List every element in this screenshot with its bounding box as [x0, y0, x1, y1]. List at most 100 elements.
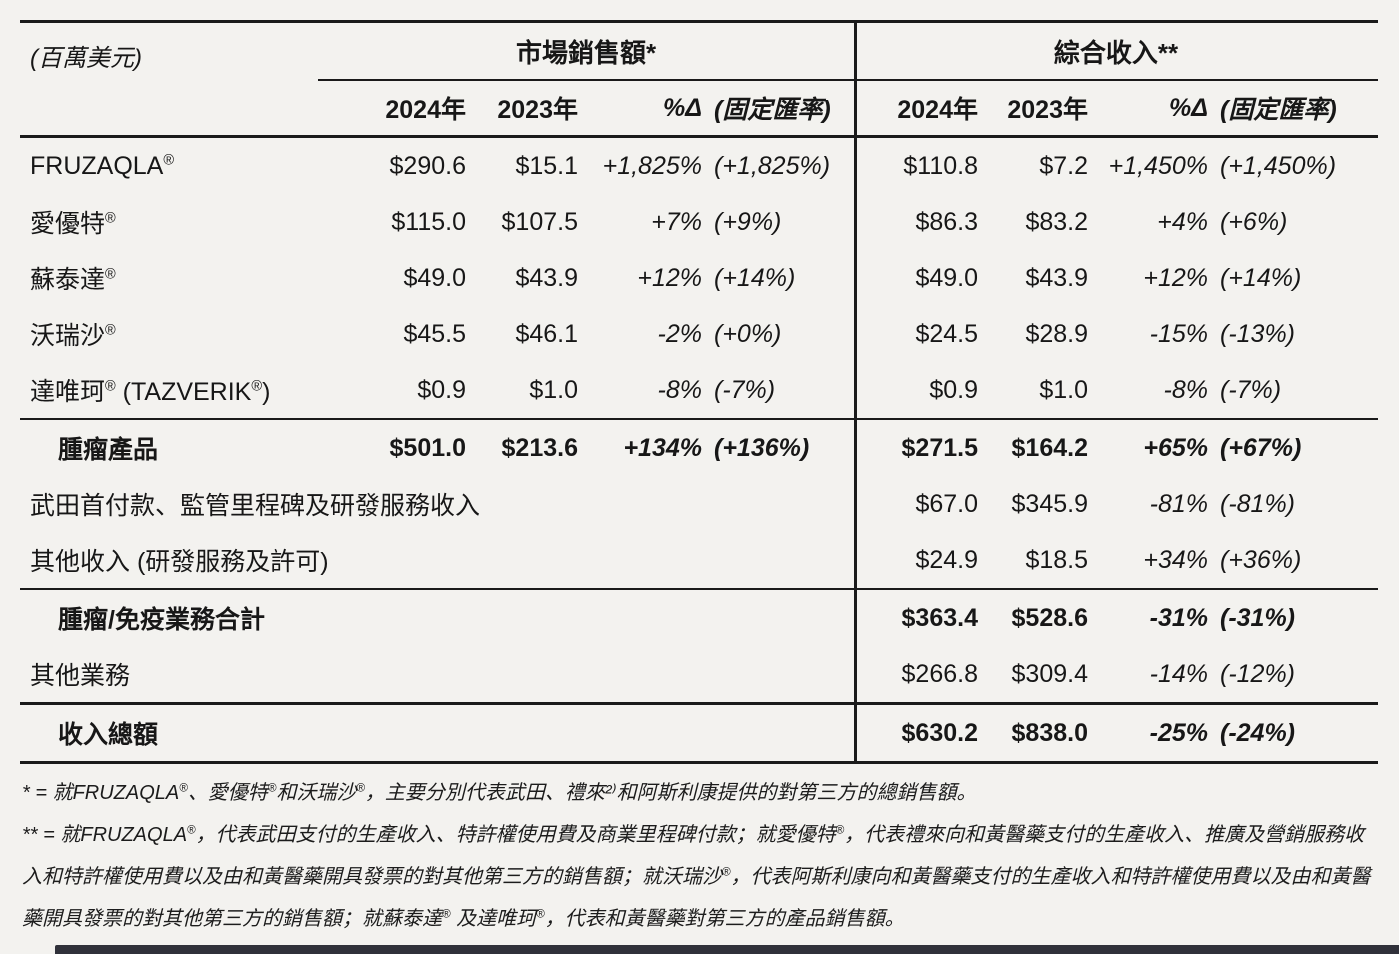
- market-sales-pct-change: [578, 618, 702, 619]
- market-sales-pct-change: +7%: [651, 207, 702, 236]
- row-total-revenue: 收入總額 $630.2 $838.0 -25% (-24%): [20, 702, 1378, 761]
- market-sales-2024: $49.0: [403, 263, 466, 292]
- consol-revenue-cer-change: (-31%): [1220, 603, 1296, 632]
- consol-revenue-2024: $266.8: [901, 659, 978, 688]
- market-sales-2024: [318, 674, 466, 675]
- product-label: FRUZAQLA®: [30, 151, 175, 180]
- row-oncology-immunology-total: 腫瘤/免疫業務合計 $363.4 $528.6 -31% (-31%): [20, 588, 1378, 646]
- bottom-edge-band: [55, 945, 1399, 954]
- col-header-consol-2024: 2024年: [897, 96, 978, 124]
- consol-revenue-2023: $309.4: [1011, 659, 1088, 688]
- footnote-market-sales: * = 就FRUZAQLA®、愛優特®和沃瑞沙®，主要分別代表武田、禮來²⁾和阿…: [22, 781, 977, 804]
- market-sales-pct-change: +1,825%: [602, 151, 702, 180]
- market-sales-2024: $0.9: [417, 375, 466, 404]
- consol-revenue-pct-change: -31%: [1149, 603, 1208, 632]
- consol-revenue-2023: $164.2: [1011, 433, 1088, 462]
- subtotal-label: 腫瘤/免疫業務合計: [58, 606, 265, 634]
- market-sales-pct-change: -2%: [657, 319, 702, 348]
- consol-revenue-2024: $363.4: [901, 603, 978, 632]
- consol-revenue-2023: $43.9: [1025, 263, 1088, 292]
- consol-revenue-cer-change: (+6%): [1220, 207, 1288, 236]
- col-header-market-2024: 2024年: [385, 96, 466, 124]
- market-sales-cer-change: (+9%): [714, 207, 782, 236]
- consol-revenue-2023: $838.0: [1011, 718, 1088, 747]
- product-label: 愛優特®: [30, 210, 116, 238]
- consol-revenue-2023: $1.0: [1039, 375, 1088, 404]
- market-sales-cer-change: (-7%): [714, 375, 776, 404]
- market-sales-2023: $213.6: [501, 433, 578, 462]
- market-sales-cer-change: [702, 504, 854, 505]
- col-header-consol-cer: (固定匯率): [1220, 96, 1337, 124]
- market-sales-pct-change: [578, 560, 702, 561]
- market-sales-cer-change: (+136%): [714, 433, 810, 462]
- row-other-ventures: 其他業務 $266.8 $309.4 -14% (-12%): [20, 646, 1378, 702]
- col-header-market-pct: %Δ: [662, 93, 702, 122]
- market-sales-2023: [466, 733, 578, 734]
- row-other-revenue: 其他收入 (研發服務及許可) $24.9 $18.5 +34% (+36%): [20, 532, 1378, 588]
- line-item-label: 其他業務: [30, 662, 131, 690]
- market-sales-2023: [466, 674, 578, 675]
- market-sales-2024: $290.6: [389, 151, 466, 180]
- row-fruzaqla: FRUZAQLA® $290.6 $15.1 +1,825% (+1,825%)…: [20, 138, 1378, 194]
- market-sales-2023: $1.0: [529, 375, 578, 404]
- market-sales-2024: [318, 618, 466, 619]
- market-sales-2023: $46.1: [515, 319, 578, 348]
- consol-revenue-2023: $18.5: [1025, 545, 1088, 574]
- total-label: 收入總額: [58, 721, 159, 749]
- market-sales-pct-change: +134%: [623, 433, 702, 462]
- consol-revenue-2024: $24.5: [915, 319, 978, 348]
- consol-revenue-pct-change: -15%: [1149, 319, 1208, 348]
- market-sales-2023: [466, 504, 578, 505]
- col-header-consol-pct: %Δ: [1168, 93, 1208, 122]
- consol-revenue-pct-change: -8%: [1163, 375, 1208, 404]
- consol-revenue-cer-change: (+36%): [1220, 545, 1302, 574]
- row-oncology-products-subtotal: 腫瘤產品 $501.0 $213.6 +134% (+136%) $271.5 …: [20, 418, 1378, 476]
- consol-revenue-2024: $24.9: [915, 545, 978, 574]
- col-header-consol-2023: 2023年: [1007, 96, 1088, 124]
- consol-revenue-2024: $86.3: [915, 207, 978, 236]
- market-sales-2024: [318, 560, 466, 561]
- line-item-label: 武田首付款、監管里程碑及研發服務收入: [30, 492, 481, 520]
- market-sales-pct-change: [578, 504, 702, 505]
- consol-revenue-cer-change: (-24%): [1220, 718, 1296, 747]
- consol-revenue-pct-change: +4%: [1157, 207, 1208, 236]
- market-sales-pct-change: +12%: [637, 263, 702, 292]
- consol-revenue-pct-change: +34%: [1143, 545, 1208, 574]
- market-sales-2024: $501.0: [389, 433, 466, 462]
- market-sales-cer-change: (+1,825%): [714, 151, 831, 180]
- consol-revenue-cer-change: (-7%): [1220, 375, 1282, 404]
- consol-revenue-pct-change: -25%: [1149, 718, 1208, 747]
- market-sales-pct-change: -8%: [657, 375, 702, 404]
- consol-revenue-2024: $110.8: [903, 151, 978, 180]
- row-elunate: 愛優特® $115.0 $107.5 +7% (+9%) $86.3 $83.2…: [20, 194, 1378, 250]
- consol-revenue-cer-change: (+14%): [1220, 263, 1302, 292]
- consol-revenue-cer-change: (-81%): [1220, 489, 1296, 518]
- consol-revenue-cer-change: (+1,450%): [1220, 151, 1337, 180]
- row-sulanda: 蘇泰達® $49.0 $43.9 +12% (+14%) $49.0 $43.9…: [20, 250, 1378, 306]
- market-sales-2024: [318, 504, 466, 505]
- market-sales-2023: [466, 618, 578, 619]
- table-header-columns: 2024年 2023年 %Δ (固定匯率) 2024年 2023年 %Δ (固定…: [20, 81, 1378, 138]
- market-sales-pct-change: [578, 674, 702, 675]
- product-label: 達唯珂® (TAZVERIK®): [30, 378, 271, 406]
- market-sales-cer-change: (+14%): [714, 263, 796, 292]
- section-divider-line: [854, 23, 857, 761]
- market-sales-2024: [318, 733, 466, 734]
- consol-revenue-2023: $83.2: [1025, 207, 1088, 236]
- market-sales-cer-change: [702, 674, 854, 675]
- market-sales-2023: $15.1: [515, 151, 578, 180]
- consol-revenue-2023: $528.6: [1011, 603, 1088, 632]
- consol-revenue-2024: $67.0: [915, 489, 978, 518]
- market-sales-2024: $45.5: [403, 319, 466, 348]
- subtotal-label: 腫瘤產品: [58, 436, 159, 464]
- product-label: 沃瑞沙®: [30, 322, 116, 350]
- consol-revenue-2024: $630.2: [901, 718, 978, 747]
- consol-revenue-2024: $271.5: [901, 433, 978, 462]
- consol-revenue-cer-change: (+67%): [1220, 433, 1302, 462]
- section-title-market-sales: 市場銷售額*: [318, 23, 854, 81]
- table-header-sections: (百萬美元) 市場銷售額* 綜合收入**: [20, 23, 1378, 81]
- spacer-cell: [20, 108, 318, 109]
- consol-revenue-pct-change: +65%: [1143, 433, 1208, 462]
- row-tazverik: 達唯珂® (TAZVERIK®) $0.9 $1.0 -8% (-7%) $0.…: [20, 362, 1378, 418]
